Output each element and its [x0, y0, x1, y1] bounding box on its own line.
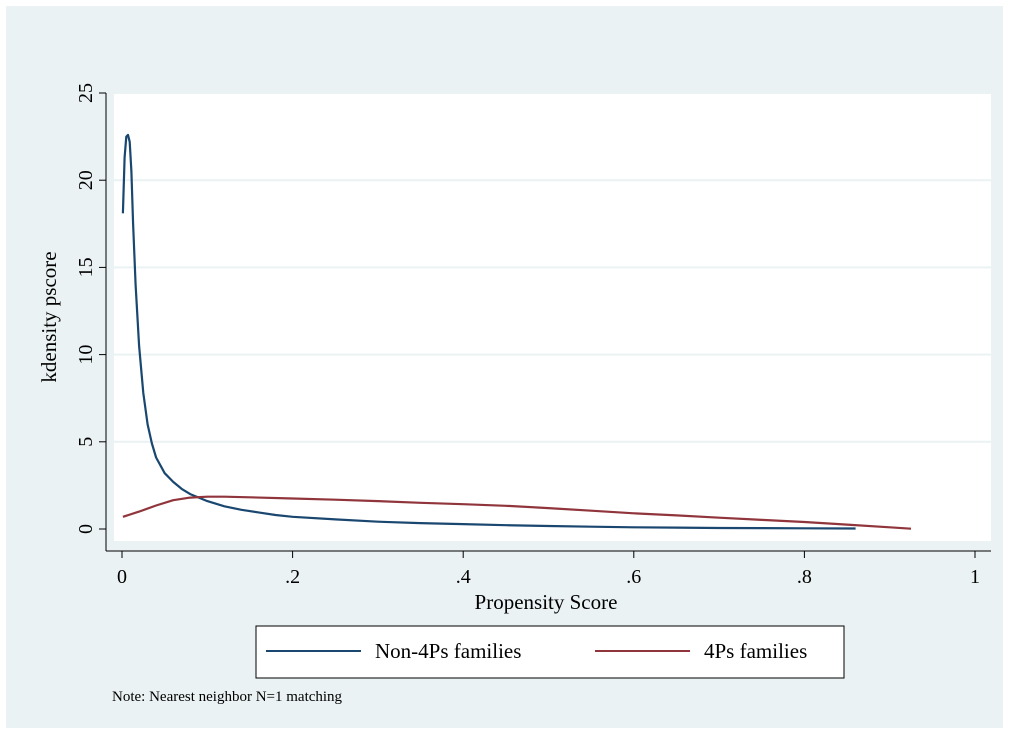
legend-label-non-4ps: Non-4Ps families	[375, 639, 521, 663]
x-axis-title: Propensity Score	[475, 590, 618, 614]
y-tick-label: 0	[75, 524, 97, 534]
y-tick-label: 10	[75, 345, 97, 365]
density-chart: 0 5 10 15 20 25 0 .2 .4 .6 .8 1 Propensity Score kd…	[37, 83, 991, 705]
x-tick-label: .4	[456, 566, 471, 588]
x-tick-label: .8	[797, 566, 812, 588]
x-tick-label: .6	[626, 566, 641, 588]
y-tick-label: 5	[75, 437, 97, 447]
x-tick-label: 1	[970, 566, 980, 588]
gridlines	[114, 92, 991, 443]
legend: Non-4Ps families 4Ps families	[255, 625, 845, 679]
y-tick-label: 25	[75, 83, 97, 103]
series-line-non-4ps	[121, 133, 856, 530]
plot-area	[114, 93, 991, 541]
y-axis-title: kdensity pscore	[37, 251, 61, 382]
y-tick-label: 20	[75, 170, 97, 190]
chart-note: Note: Nearest neighbor N=1 matching	[112, 689, 343, 705]
axes: 0 5 10 15 20 25 0 .2 .4 .6 .8 1	[75, 83, 991, 588]
x-tick-label: 0	[117, 566, 127, 588]
chart-background: 0 5 10 15 20 25 0 .2 .4 .6 .8 1 Propensity Score kd…	[6, 6, 1003, 728]
x-tick-label: .2	[285, 566, 300, 588]
y-tick-label: 15	[75, 257, 97, 277]
series-line-4ps	[122, 495, 912, 530]
series-lines	[121, 133, 912, 530]
legend-label-4ps: 4Ps families	[704, 639, 807, 663]
